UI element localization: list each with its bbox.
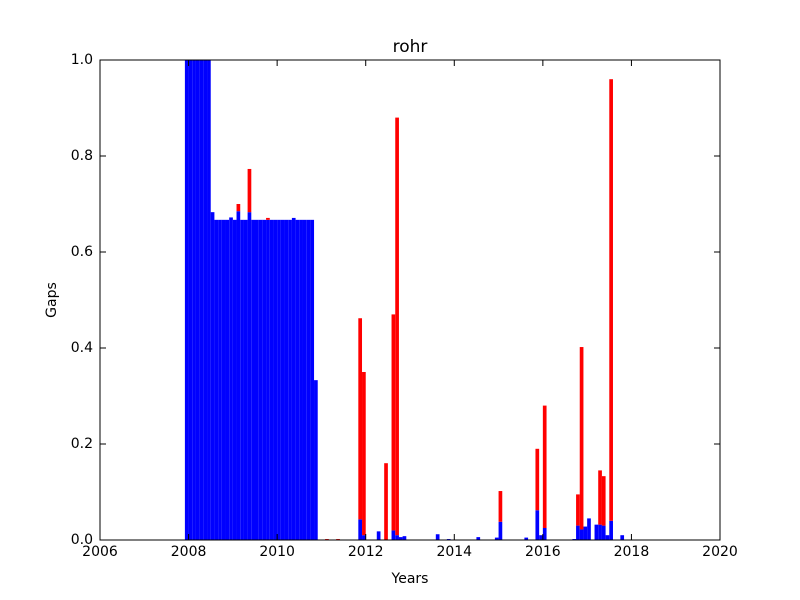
bar xyxy=(262,219,267,540)
x-tick-label: 2016 xyxy=(525,544,561,560)
bar xyxy=(535,448,540,511)
bar xyxy=(579,347,584,530)
bar xyxy=(598,470,602,525)
bar xyxy=(402,536,407,540)
bar xyxy=(576,494,580,526)
bar xyxy=(583,526,588,540)
bar xyxy=(284,219,289,540)
bar xyxy=(310,219,315,540)
bar xyxy=(306,219,311,540)
bar xyxy=(594,524,599,540)
bar xyxy=(620,535,625,540)
bar xyxy=(302,219,307,540)
bar xyxy=(314,380,318,540)
bar xyxy=(598,524,602,540)
bar xyxy=(291,217,296,541)
bar xyxy=(605,535,610,540)
bar xyxy=(266,219,270,540)
bar xyxy=(195,60,200,540)
bar xyxy=(240,219,244,540)
bar xyxy=(255,219,259,540)
bar xyxy=(395,535,399,540)
bar xyxy=(221,219,226,540)
bar xyxy=(576,525,580,540)
bar xyxy=(295,219,300,540)
y-tick-label: 0.8 xyxy=(71,148,93,164)
bar xyxy=(476,537,481,540)
bar xyxy=(236,204,241,212)
bar xyxy=(247,212,252,540)
x-tick-label: 2018 xyxy=(614,544,650,560)
bar xyxy=(225,219,230,540)
x-tick-label: 2010 xyxy=(259,544,295,560)
bar xyxy=(273,219,278,540)
bar xyxy=(609,79,613,521)
bar xyxy=(358,519,363,540)
x-axis-label: Years xyxy=(391,571,429,587)
bar xyxy=(277,219,281,540)
bar xyxy=(184,60,189,540)
bar xyxy=(535,510,540,540)
bar xyxy=(362,372,366,536)
bar xyxy=(299,219,303,540)
bar xyxy=(376,531,381,540)
bar xyxy=(232,219,237,540)
y-tick-label: 0.0 xyxy=(71,532,93,548)
bar xyxy=(236,211,241,540)
bar xyxy=(494,537,499,540)
y-tick-label: 0.2 xyxy=(71,436,93,452)
bar xyxy=(258,219,263,540)
x-tick-label: 2008 xyxy=(171,544,207,560)
bar xyxy=(391,314,396,531)
bar xyxy=(498,491,503,522)
chart-title: rohr xyxy=(393,37,428,57)
y-tick-label: 1.0 xyxy=(71,52,93,68)
bar xyxy=(218,219,222,540)
x-tick-label: 2020 xyxy=(702,544,738,560)
bar xyxy=(199,60,204,540)
bar xyxy=(269,219,274,540)
bar xyxy=(395,117,399,536)
y-tick-label: 0.6 xyxy=(71,244,93,260)
bar xyxy=(539,535,543,540)
bar xyxy=(542,405,547,528)
bar xyxy=(587,518,591,540)
bar xyxy=(214,219,219,540)
x-tick-label: 2014 xyxy=(436,544,472,560)
bar xyxy=(384,463,388,540)
bar xyxy=(579,529,584,540)
bar xyxy=(266,217,270,220)
plot-frame xyxy=(99,59,721,541)
bar xyxy=(210,212,215,540)
bar xyxy=(243,219,248,540)
bar xyxy=(601,476,606,526)
bar xyxy=(251,219,256,540)
bar xyxy=(207,60,211,540)
bar xyxy=(362,535,366,540)
bar xyxy=(288,219,292,540)
y-axis-label: Gaps xyxy=(44,282,60,318)
bar xyxy=(524,537,529,540)
bar xyxy=(229,217,233,540)
y-tick-label: 0.4 xyxy=(71,340,93,356)
bar xyxy=(498,521,503,540)
bar xyxy=(398,537,403,540)
bar xyxy=(188,60,193,540)
bar xyxy=(609,520,613,540)
bar xyxy=(192,60,196,540)
bar xyxy=(247,168,252,213)
bar xyxy=(435,534,440,540)
bar xyxy=(542,528,547,540)
bar xyxy=(358,318,363,520)
bar xyxy=(601,525,606,540)
bar xyxy=(280,219,285,540)
bar xyxy=(391,530,396,540)
x-tick-label: 2012 xyxy=(348,544,384,560)
x-tick-label: 2006 xyxy=(82,544,118,560)
bar xyxy=(203,60,208,540)
